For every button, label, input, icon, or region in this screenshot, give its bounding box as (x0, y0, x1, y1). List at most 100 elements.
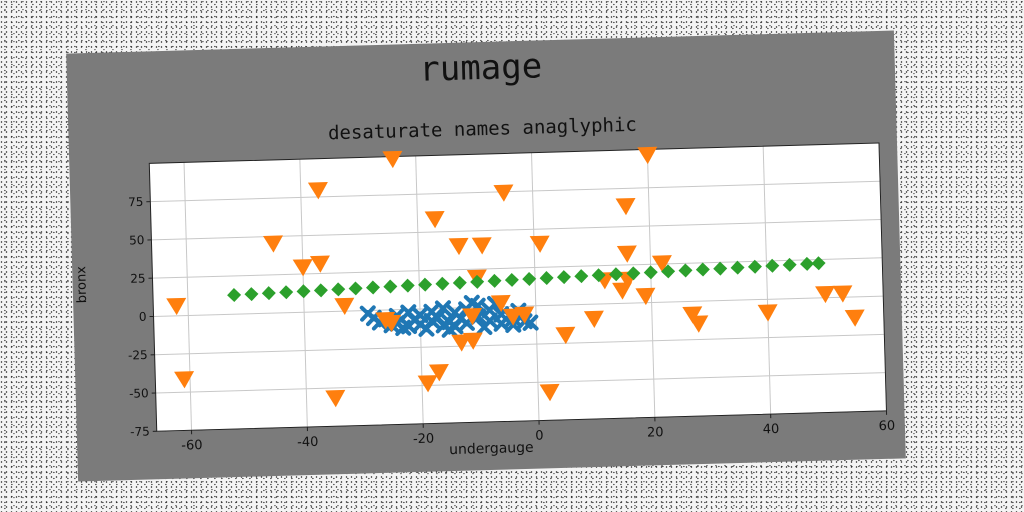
plot-area (149, 142, 887, 432)
data-point-diamond-marker (730, 260, 745, 275)
data-point-triangle-marker (166, 297, 187, 316)
data-point-triangle-marker (292, 259, 313, 277)
data-point-triangle-marker (844, 309, 865, 327)
y-axis-label: bronx (74, 265, 91, 304)
data-point-x-marker (476, 318, 493, 336)
data-point-triangle-marker (417, 375, 438, 393)
data-point-triangle-marker (583, 310, 604, 328)
y-tick-label: 0 (139, 310, 147, 324)
x-gridline (646, 149, 656, 418)
data-point-triangle-marker (539, 383, 560, 402)
data-point-diamond-marker (591, 268, 606, 283)
data-point-diamond-marker (800, 256, 815, 271)
y-tick-label: -25 (128, 348, 148, 363)
data-point-triangle-marker (832, 285, 853, 303)
plot-frame (148, 142, 887, 432)
data-point-diamond-marker (365, 280, 380, 295)
scatter-plot: -60 -40 -20 0 20 40 60 -75 -50 -25 0 25 50 75 (128, 142, 895, 454)
data-point-triangle-marker (471, 237, 492, 255)
data-point-diamond-marker (400, 278, 415, 293)
data-point-diamond-marker (747, 259, 762, 274)
y-tick-label: 50 (129, 233, 145, 247)
data-point-diamond-marker (452, 275, 467, 290)
data-point-triangle-marker (462, 307, 483, 326)
data-point-diamond-marker (418, 277, 433, 292)
data-point-triangle-marker (514, 306, 535, 324)
data-point-triangle-marker (309, 255, 330, 273)
data-point-triangle-marker (462, 332, 483, 350)
data-point-triangle-marker (637, 146, 658, 165)
data-point-diamond-marker (227, 288, 242, 303)
y-gridline (150, 180, 881, 203)
x-tick-label: 0 (535, 428, 544, 443)
data-point-diamond-marker (695, 262, 710, 277)
data-point-triangle-marker (615, 197, 636, 216)
data-point-triangle-marker (815, 285, 836, 304)
data-point-triangle-marker (451, 334, 472, 352)
data-point-triangle-marker (682, 306, 703, 324)
data-point-triangle-marker (381, 314, 402, 333)
y-tick-label: -75 (130, 424, 150, 439)
data-point-diamond-marker (765, 258, 780, 273)
y-tick-label: 25 (130, 271, 146, 285)
data-point-diamond-marker (661, 264, 676, 279)
data-point-diamond-marker (522, 271, 537, 286)
data-point-x-marker (441, 321, 458, 338)
x-tick-label: -40 (297, 435, 319, 451)
data-point-triangle-marker (307, 182, 328, 200)
data-point-diamond-marker (435, 276, 450, 291)
data-point-triangle-marker (651, 255, 672, 273)
y-gridline (152, 257, 883, 279)
data-points-group (166, 146, 865, 408)
data-point-diamond-marker (678, 263, 693, 278)
data-point-diamond-marker (261, 286, 276, 301)
data-point-diamond-marker (539, 271, 554, 286)
y-gridline (155, 372, 886, 394)
data-point-diamond-marker (556, 270, 571, 285)
y-tick-label: -50 (129, 386, 149, 401)
data-point-triangle-marker (616, 245, 637, 263)
figure-canvas: rumage desaturate names anaglyphic -60 -4… (66, 30, 906, 482)
x-tick-label: 60 (878, 419, 895, 434)
data-point-triangle-marker (382, 150, 403, 169)
data-point-diamond-marker (713, 261, 728, 276)
data-point-triangle-marker (555, 326, 576, 345)
data-point-triangle-marker (334, 297, 355, 316)
x-tick-label: 20 (647, 425, 664, 440)
data-point-x-marker (463, 294, 481, 312)
data-point-triangle-marker (493, 184, 514, 202)
y-gridline (154, 333, 885, 356)
data-point-diamond-marker (626, 266, 641, 281)
x-tick-label: 40 (763, 422, 780, 437)
data-point-diamond-marker (574, 269, 589, 284)
data-point-triangle-marker (174, 371, 195, 389)
data-point-diamond-marker (348, 281, 363, 296)
data-point-diamond-marker (609, 267, 624, 282)
y-tick-label: 75 (128, 195, 144, 209)
data-point-diamond-marker (296, 284, 311, 299)
data-point-triangle-marker (529, 235, 550, 253)
data-point-triangle-marker (325, 389, 346, 408)
x-gridline (762, 146, 772, 415)
data-point-diamond-marker (279, 285, 294, 300)
x-gridline (531, 152, 540, 421)
data-point-diamond-marker (470, 274, 485, 289)
data-point-triangle-marker (448, 237, 469, 256)
data-point-diamond-marker (643, 265, 658, 280)
data-point-diamond-marker (331, 282, 346, 297)
data-point-diamond-marker (244, 287, 259, 302)
data-point-triangle-marker (490, 294, 511, 313)
x-gridline (183, 162, 193, 431)
y-gridline (153, 295, 884, 317)
data-point-triangle-marker (263, 235, 284, 253)
data-point-triangle-marker (502, 308, 523, 326)
data-point-diamond-marker (313, 283, 328, 298)
data-point-diamond-marker (383, 279, 398, 294)
data-point-diamond-marker (782, 257, 797, 272)
data-point-triangle-marker (757, 304, 778, 322)
data-point-diamond-marker (811, 256, 826, 271)
data-point-triangle-marker (428, 364, 449, 382)
x-tick-label: -20 (413, 432, 435, 448)
data-point-triangle-marker (635, 287, 656, 306)
data-point-triangle-marker (424, 210, 445, 229)
